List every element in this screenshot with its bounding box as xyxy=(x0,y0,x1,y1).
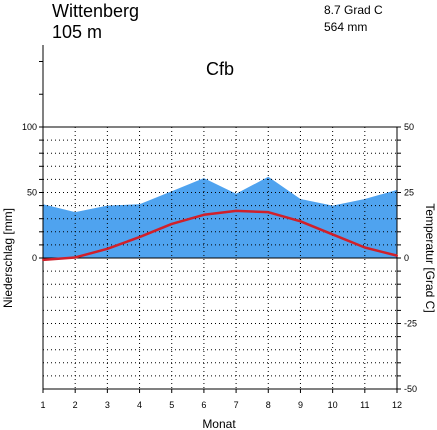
temperature-point xyxy=(331,233,334,236)
temperature-point xyxy=(267,211,270,214)
right-tick-label: -25 xyxy=(404,319,417,329)
x-tick-label: 2 xyxy=(73,400,78,410)
x-tick-label: 3 xyxy=(105,400,110,410)
x-tick-label: 5 xyxy=(169,400,174,410)
mean-temperature: 8.7 Grad C xyxy=(324,3,383,17)
x-tick-label: 6 xyxy=(201,400,206,410)
right-axis-title: Temperatur [Grad C] xyxy=(423,203,437,312)
temperature-point xyxy=(74,256,77,259)
x-tick-label: 1 xyxy=(40,400,45,410)
left-axis-title: Niederschlag [mm] xyxy=(1,208,15,308)
x-tick-label: 11 xyxy=(360,400,369,410)
temperature-point xyxy=(138,236,141,239)
left-tick-label: 0 xyxy=(32,253,37,263)
annual-precipitation: 564 mm xyxy=(324,20,367,34)
x-tick-label: 9 xyxy=(298,400,303,410)
temperature-layer xyxy=(42,209,398,262)
right-tick-label: 0 xyxy=(404,253,409,263)
axis-layer xyxy=(39,45,401,393)
temperature-point xyxy=(396,254,398,257)
temperature-line xyxy=(42,209,398,262)
temperature-point xyxy=(235,209,238,212)
x-tick-label: 12 xyxy=(392,400,402,410)
x-tick-label: 8 xyxy=(266,400,271,410)
temperature-point xyxy=(299,220,302,223)
temperature-point xyxy=(106,247,109,250)
station-elevation: 105 m xyxy=(52,22,102,42)
temperature-point xyxy=(202,213,205,216)
station-name: Wittenberg xyxy=(52,1,139,21)
right-tick-label: 25 xyxy=(404,188,414,198)
tick-label-layer: 12345678910111205010030050250-25-50 xyxy=(22,122,417,410)
x-tick-label: 7 xyxy=(234,400,239,410)
x-tick-label: 4 xyxy=(137,400,142,410)
temperature-point xyxy=(170,222,173,225)
precipitation-area xyxy=(43,176,397,258)
right-tick-label: -50 xyxy=(404,384,417,394)
x-tick-label: 10 xyxy=(328,400,338,410)
right-tick-label: 50 xyxy=(404,122,414,132)
climate-class: Cfb xyxy=(206,59,234,79)
left-tick-label: 100 xyxy=(22,122,37,132)
left-tick-label: 50 xyxy=(27,188,37,198)
precipitation-layer xyxy=(42,176,398,258)
temperature-point xyxy=(42,258,44,261)
temperature-point xyxy=(363,246,366,249)
x-axis-title: Monat xyxy=(202,417,236,430)
